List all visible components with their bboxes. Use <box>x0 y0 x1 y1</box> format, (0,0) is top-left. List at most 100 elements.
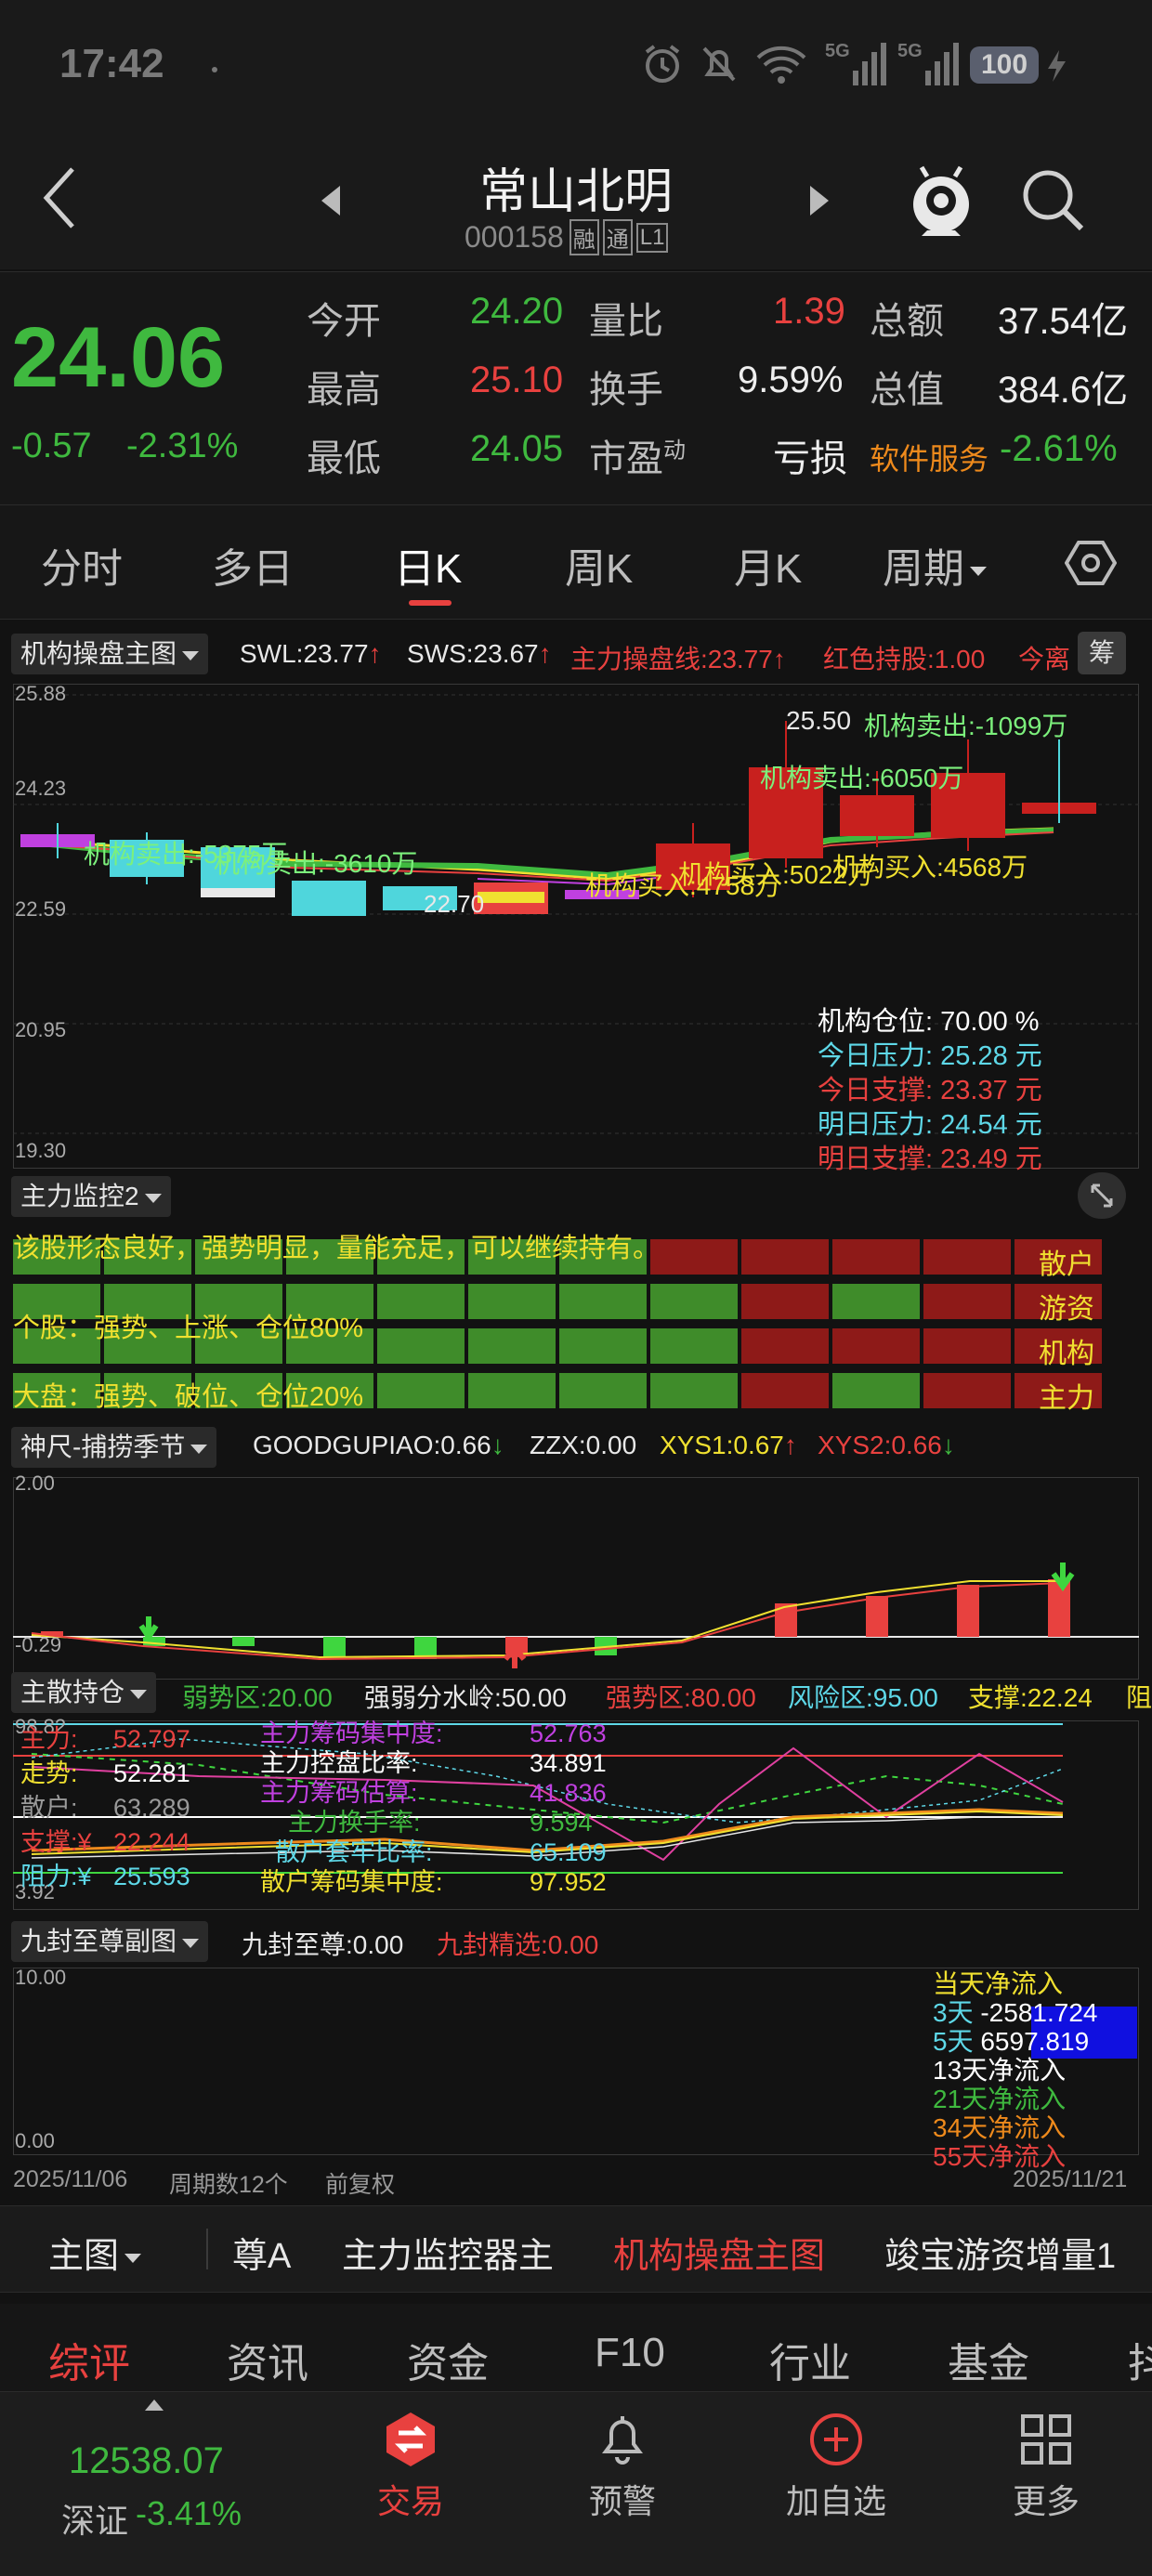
chevron-down-icon <box>124 2253 142 2263</box>
template-item-junbao[interactable]: 竣宝游资增量1 <box>884 2237 1117 2276</box>
shenchi-label: 神尺-捕捞季节 <box>20 1432 186 1461</box>
zhusan-frame <box>13 1720 1139 1910</box>
main-chart-label: 机构操盘主图 <box>20 639 177 668</box>
info-tab-f10[interactable]: F10 <box>595 2330 665 2375</box>
info-tab-zixun[interactable]: 资讯 <box>227 2341 308 2386</box>
index-expand-caret[interactable] <box>145 2399 164 2411</box>
quote-label-pe: 市盈动 <box>589 428 686 482</box>
index-name: 深证 <box>61 2502 129 2540</box>
quote-value-sector[interactable]: -2.61% <box>1000 428 1118 469</box>
signal-5g-2-icon: 5G <box>897 41 962 85</box>
tab-rik[interactable]: 日K <box>394 546 463 592</box>
shenchi-selector[interactable]: 神尺-捕捞季节 <box>11 1427 217 1468</box>
stat-label-tomorrow-support: 明日支撑: <box>818 1144 934 1174</box>
tab-zhouqi-label: 周期 <box>883 546 964 592</box>
template-item-zhulijiankong[interactable]: 主力监控器主 <box>342 2237 555 2276</box>
stat-row: 明日支撑: 23.49 元 <box>818 1143 1042 1177</box>
zhusan-mid-label: 主力筹码估算: <box>260 1779 418 1807</box>
zhusan-row-value: 25.593 <box>113 1863 190 1890</box>
zhusan-ind-resist: 阻 <box>1126 1683 1152 1712</box>
jiufeng-selector[interactable]: 九封至尊副图 <box>11 1921 209 1962</box>
zhusan-row-value: 52.281 <box>113 1759 190 1787</box>
zhusan-mid-value: 97.952 <box>530 1868 607 1896</box>
quote-value-mktcap: 384.6亿 <box>998 370 1129 411</box>
chou-button[interactable]: 筹 <box>1078 632 1126 674</box>
add-watchlist-button[interactable]: 加自选 <box>771 2411 901 2523</box>
info-tab-zongping[interactable]: 综评 <box>48 2341 130 2386</box>
tab-zhouqi[interactable]: 周期 <box>883 535 987 595</box>
shenchi-ind-xys2-arrow: ↓ <box>941 1431 955 1459</box>
info-tab-jijin[interactable]: 基金 <box>948 2341 1029 2386</box>
flow-row-21d: 21天净流入 <box>933 2085 1097 2113</box>
flow-label: 34天净流入 <box>933 2113 1067 2142</box>
main-ind-zhulixian-arrow: ↑ <box>772 645 786 673</box>
zhusan-mid-label: 散户筹码集中度: <box>260 1868 443 1896</box>
search-icon[interactable] <box>1020 167 1085 232</box>
main-chart-selector[interactable]: 机构操盘主图 <box>11 634 209 674</box>
monitor-selector[interactable]: 主力监控2 <box>11 1176 171 1217</box>
tab-duori[interactable]: 多日 <box>212 546 294 592</box>
stat-label-today-support: 今日支撑: <box>818 1076 934 1105</box>
template-main-selector[interactable]: 主图 <box>48 2227 142 2278</box>
flow-label: 55天净流入 <box>933 2142 1067 2171</box>
zhusan-row-zuli: 阻力:¥ 25.593 <box>20 1860 190 1894</box>
stock-title: 常山北明 <box>478 165 673 219</box>
info-tab-zijin[interactable]: 资金 <box>407 2341 489 2386</box>
chevron-down-icon <box>130 1689 148 1699</box>
candle-group <box>20 823 639 916</box>
next-stock-icon[interactable] <box>808 184 831 217</box>
flow-row-55d: 55天净流入 <box>933 2142 1097 2171</box>
more-label: 更多 <box>1012 2482 1080 2520</box>
quote-label-mktcap: 总值 <box>870 370 944 411</box>
alert-button[interactable]: 预警 <box>567 2411 678 2523</box>
more-button[interactable]: 更多 <box>990 2411 1102 2523</box>
quote-label-open: 今开 <box>307 301 381 342</box>
index-value[interactable]: 12538.07 <box>69 2440 224 2481</box>
zhusan-mid-value: 65.109 <box>530 1838 607 1866</box>
info-tab-hangye[interactable]: 行业 <box>769 2341 851 2386</box>
prev-stock-icon[interactable] <box>320 184 342 217</box>
main-ind-swl-text: SWL:23.77 <box>240 639 369 668</box>
stat-label-position: 机构仓位: <box>818 1007 934 1037</box>
tab-fenshi[interactable]: 分时 <box>41 546 123 592</box>
zhusan-label: 主散持仓 <box>20 1678 125 1706</box>
trade-button[interactable]: 交易 <box>355 2411 466 2523</box>
jiufeng-right-rows: 当天净流入 3天 -2581.724 5天 6597.819 13天净流入 21… <box>933 1969 1097 2171</box>
stat-label-today-resist: 今日压力: <box>818 1041 934 1071</box>
info-tab-more[interactable]: 抖 <box>1128 2341 1152 2386</box>
zhusan-left-rows: 主力: 52.797 走势: 52.281 散户: 63.289 支撑:¥ 22.244… <box>20 1722 190 1894</box>
zhusan-row-zhicheng: 支撑:¥ 22.244 <box>20 1825 190 1860</box>
bottom-bar: 12538.07 深证 -3.41% 交易 预警 加自选 更多 <box>0 2391 1152 2576</box>
zhusan-selector[interactable]: 主散持仓 <box>11 1672 157 1713</box>
tab-yuek[interactable]: 月K <box>734 546 803 592</box>
quote-label-pe-sup: 动 <box>663 438 686 464</box>
monitor-line-3: 大盘：强势、破位、仓位20% <box>13 1382 364 1412</box>
back-icon[interactable] <box>41 165 78 230</box>
template-item-jigoucaopan[interactable]: 机构操盘主图 <box>613 2237 826 2276</box>
annot-sell-2: 机构卖出:-6050万 <box>760 764 964 792</box>
quote-label-sector[interactable]: 软件服务 <box>870 442 989 476</box>
expand-icon[interactable] <box>1078 1172 1126 1219</box>
stat-row: 机构仓位: 70.00 % <box>818 1005 1042 1040</box>
jiufeng-y-tick-0: 10.00 <box>15 1966 67 1989</box>
chevron-down-icon <box>144 1193 162 1203</box>
settings-hexagon-icon[interactable] <box>1065 537 1117 589</box>
shenchi-ind-good: GOODGUPIAO:0.66↓ <box>253 1431 504 1460</box>
mute-bell-icon <box>702 46 736 82</box>
annot-sell-4: 机构卖出:-3610万 <box>214 849 418 878</box>
main-ind-swl-arrow: ↑ <box>368 639 382 668</box>
quote-value-low: 24.05 <box>470 428 564 469</box>
template-item-zuna[interactable]: 尊A <box>232 2237 292 2276</box>
zhusan-row-label: 走势: <box>20 1759 78 1787</box>
stat-value-tomorrow-resist: 24.54 元 <box>940 1110 1042 1140</box>
period-tabs: 分时 多日 日K 周K 月K 周期 <box>0 505 1152 620</box>
quote-label-low: 最低 <box>307 438 381 479</box>
mascot-icon[interactable] <box>909 163 974 238</box>
zhusan-y-tick-0: 98.82 <box>15 1715 67 1738</box>
adjust-mode[interactable]: 前复权 <box>325 2172 396 2198</box>
alert-label: 预警 <box>588 2482 656 2520</box>
tab-zhouk[interactable]: 周K <box>565 546 634 592</box>
stat-value-today-resist: 25.28 元 <box>940 1041 1042 1071</box>
main-y-tick-3: 20.95 <box>15 1018 67 1041</box>
main-ind-sws-arrow: ↑ <box>538 639 552 668</box>
